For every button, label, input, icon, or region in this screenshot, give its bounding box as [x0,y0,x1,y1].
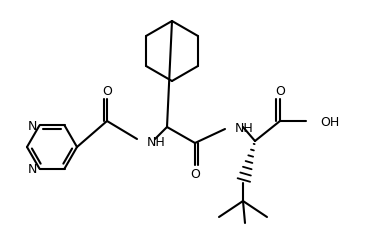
Text: N: N [28,119,38,132]
Text: NH: NH [235,121,254,134]
Text: O: O [190,168,200,181]
Text: O: O [275,84,285,97]
Text: O: O [102,84,112,97]
Text: NH: NH [147,135,166,148]
Text: N: N [28,163,38,175]
Text: OH: OH [320,115,339,128]
